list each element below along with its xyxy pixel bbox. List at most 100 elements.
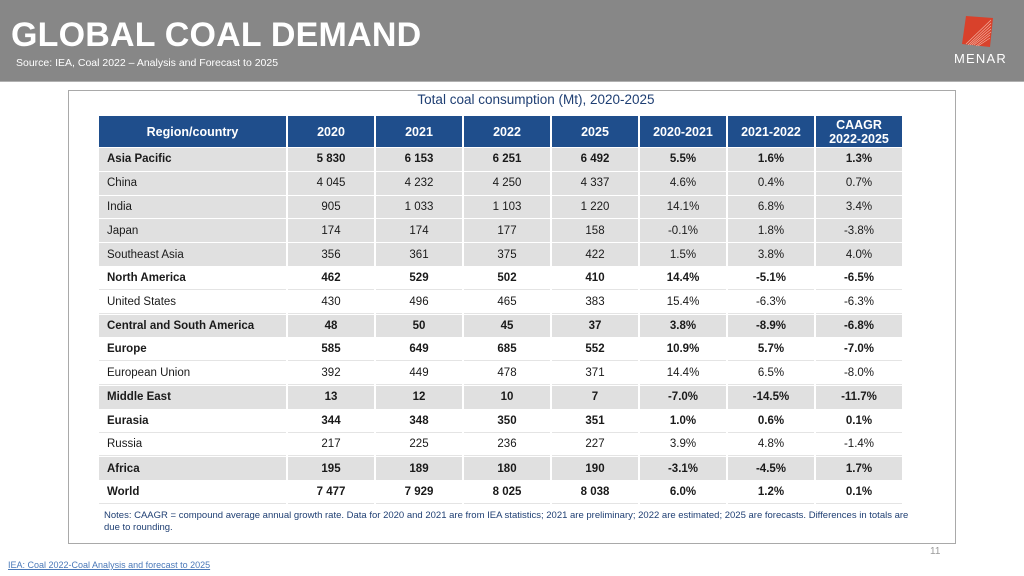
value-cell: -0.1% (640, 219, 726, 243)
region-name-cell: Asia Pacific (99, 148, 286, 171)
value-cell: 217 (288, 433, 374, 457)
value-cell: 430 (288, 290, 374, 314)
value-cell: 449 (376, 362, 462, 385)
column-header-text: CAAGR (836, 117, 882, 132)
value-cell: 5 830 (288, 148, 374, 171)
column-header-text: Region/country (146, 124, 239, 139)
value-cell: 1 103 (464, 195, 550, 219)
value-cell: 4 250 (464, 171, 550, 195)
value-cell: 0.1% (816, 481, 902, 504)
value-cell: 465 (464, 290, 550, 314)
table-row: Eurasia 344 348 350 351 1.0% 0.6% 0.1% (99, 409, 902, 433)
source-link[interactable]: IEA: Coal 2022-Coal Analysis and forecas… (8, 560, 211, 570)
value-cell: 4 232 (376, 171, 462, 195)
value-cell: 15.4% (640, 290, 726, 314)
value-cell: -6.3% (816, 290, 902, 314)
value-cell: 174 (376, 219, 462, 243)
value-cell: 478 (464, 362, 550, 385)
value-cell: 6 153 (376, 148, 462, 171)
value-cell: 4 337 (552, 171, 638, 195)
column-header: 2020-2021 (640, 116, 726, 147)
column-header-text: 2022 (493, 124, 521, 139)
column-header: CAAGR 2022-2025 (816, 116, 902, 147)
region-name-cell: Southeast Asia (99, 243, 286, 266)
menar-logo-icon (962, 16, 993, 47)
value-cell: 3.8% (728, 243, 814, 266)
value-cell: 14.4% (640, 266, 726, 290)
column-header-text: 2020 (317, 124, 345, 139)
column-header-text: 2025 (581, 124, 609, 139)
value-cell: 361 (376, 243, 462, 266)
value-cell: 685 (464, 338, 550, 362)
column-header: 2025 (552, 116, 638, 147)
column-header: 2022 (464, 116, 550, 147)
region-name-cell: Eurasia (99, 409, 286, 433)
region-name-cell: China (99, 171, 286, 195)
value-cell: 0.6% (728, 409, 814, 433)
value-cell: 1.2% (728, 481, 814, 504)
slide-title: GLOBAL COAL DEMAND (11, 16, 422, 54)
table-row: Russia 217 225 236 227 3.9% 4.8% -1.4% (99, 433, 902, 457)
value-cell: 0.4% (728, 171, 814, 195)
value-cell: 422 (552, 243, 638, 266)
value-cell: -7.0% (640, 385, 726, 409)
value-cell: 375 (464, 243, 550, 266)
value-cell: -6.5% (816, 266, 902, 290)
value-cell: 8 038 (552, 481, 638, 504)
value-cell: 1.6% (728, 148, 814, 171)
value-cell: 7 (552, 385, 638, 409)
value-cell: 5.7% (728, 338, 814, 362)
value-cell: -7.0% (816, 338, 902, 362)
table-title: Total coal consumption (Mt), 2020-2025 (417, 92, 655, 107)
table-row: United States 430 496 465 383 15.4% -6.3% -6.3% (99, 290, 902, 314)
value-cell: 1.3% (816, 148, 902, 171)
table-row: China 4 045 4 232 4 250 4 337 4.6% 0.4% 0.7% (99, 171, 902, 195)
value-cell: 4.0% (816, 243, 902, 266)
value-cell: -3.8% (816, 219, 902, 243)
value-cell: -11.7% (816, 385, 902, 409)
value-cell: 6 251 (464, 148, 550, 171)
coal-consumption-table: Region/country 2020 2021 2022 2025 2020-2021 2… (97, 115, 904, 505)
value-cell: 1 220 (552, 195, 638, 219)
value-cell: 496 (376, 290, 462, 314)
table-row: Middle East 13 12 10 7 -7.0% -14.5% -11.7% (99, 385, 902, 409)
value-cell: 529 (376, 266, 462, 290)
table-row: Southeast Asia 356 361 375 422 1.5% 3.8% 4.0% (99, 243, 902, 266)
value-cell: 0.7% (816, 171, 902, 195)
value-cell: 5.5% (640, 148, 726, 171)
table-header-row: Region/country 2020 2021 2022 2025 2020-2021 2… (99, 116, 902, 147)
value-cell: 6.8% (728, 195, 814, 219)
logo-text: MENAR (954, 51, 1007, 66)
value-cell: -8.9% (728, 314, 814, 338)
value-cell: 10 (464, 385, 550, 409)
table-row: Japan 174 174 177 158 -0.1% 1.8% -3.8% (99, 219, 902, 243)
value-cell: 50 (376, 314, 462, 338)
value-cell: 371 (552, 362, 638, 385)
value-cell: -6.3% (728, 290, 814, 314)
value-cell: 4.8% (728, 433, 814, 457)
region-name-cell: Russia (99, 433, 286, 457)
value-cell: 12 (376, 385, 462, 409)
value-cell: 356 (288, 243, 374, 266)
value-cell: 383 (552, 290, 638, 314)
value-cell: 236 (464, 433, 550, 457)
value-cell: -4.5% (728, 457, 814, 481)
region-name-cell: Africa (99, 457, 286, 481)
region-name-cell: European Union (99, 362, 286, 385)
column-header: 2021 (376, 116, 462, 147)
region-name-cell: India (99, 195, 286, 219)
region-name-cell: World (99, 481, 286, 504)
value-cell: -14.5% (728, 385, 814, 409)
value-cell: 6.5% (728, 362, 814, 385)
column-header: 2021-2022 (728, 116, 814, 147)
value-cell: 4 045 (288, 171, 374, 195)
value-cell: 13 (288, 385, 374, 409)
value-cell: 3.8% (640, 314, 726, 338)
value-cell: 189 (376, 457, 462, 481)
value-cell: 10.9% (640, 338, 726, 362)
value-cell: 225 (376, 433, 462, 457)
slide-header: GLOBAL COAL DEMAND Source: IEA, Coal 202… (0, 0, 1024, 82)
table-row: Africa 195 189 180 190 -3.1% -4.5% 1.7% (99, 457, 902, 481)
region-name-cell: Central and South America (99, 314, 286, 338)
slide-subtitle: Source: IEA, Coal 2022 – Analysis and Fo… (16, 57, 279, 69)
